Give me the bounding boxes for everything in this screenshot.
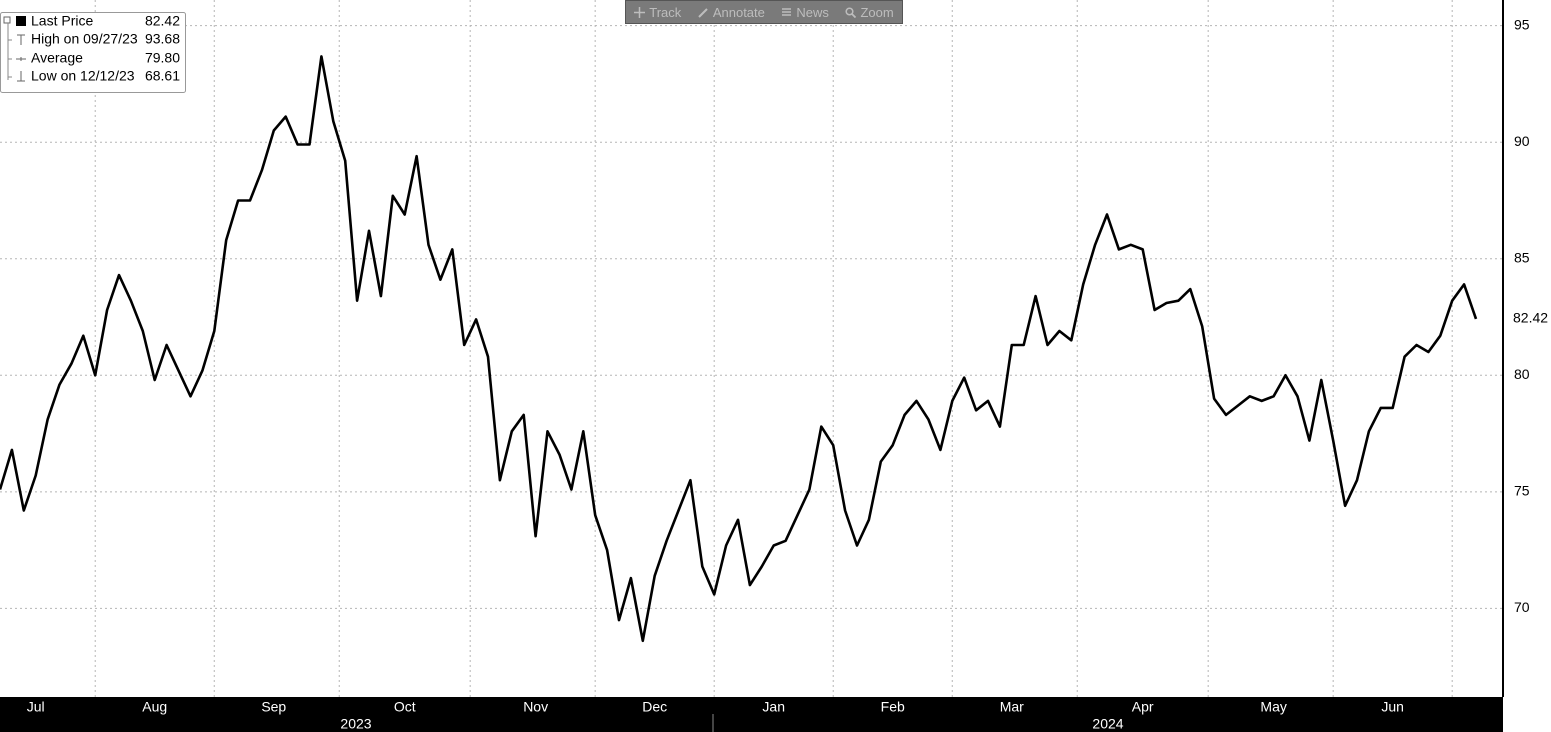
y-tick-label: 85: [1514, 249, 1530, 265]
x-axis-band: [0, 697, 1503, 732]
x-tick-label: Aug: [142, 699, 167, 715]
x-tick-label: Sep: [261, 699, 286, 715]
year-label: 2023: [340, 716, 371, 732]
average-icon: [16, 57, 26, 61]
legend-label: Last Price: [31, 13, 93, 29]
toolbar-icon: [782, 7, 792, 16]
legend-stat-label: Low on 12/12/23: [31, 68, 135, 84]
toolbar-label: Annotate: [712, 4, 765, 20]
legend-stat-label: Average: [31, 50, 83, 66]
legend-stat-label: High on 09/27/23: [31, 31, 138, 47]
year-label: 2024: [1092, 716, 1123, 732]
x-tick-label: May: [1260, 699, 1286, 715]
x-tick-label: Dec: [642, 699, 667, 715]
x-tick-label: Feb: [881, 699, 905, 715]
toolbar-label: Track: [649, 4, 682, 20]
toolbar-icon: [698, 7, 708, 18]
axes: 70 75 80 85 90 95 Jul Aug Sep Oct Nov Dec Jan Feb Mar A…: [27, 16, 1548, 731]
y-tick-label: 70: [1514, 599, 1530, 615]
legend-box: [0, 12, 186, 93]
legend-value: 82.42: [145, 13, 180, 29]
toolbar-button[interactable]: Annotate: [698, 5, 765, 20]
legend-toggle: [3, 16, 11, 24]
low-icon: [17, 71, 25, 82]
x-tick-label: Jan: [762, 699, 785, 715]
x-tick-label: Jul: [27, 699, 45, 715]
y-tick-label: 95: [1514, 16, 1530, 32]
x-tick-label: Apr: [1132, 699, 1154, 715]
toolbar-icon: [845, 6, 857, 18]
toolbar-label: News: [796, 4, 829, 20]
x-tick-label: Mar: [1000, 699, 1024, 715]
grid: [0, 0, 1503, 697]
legend-tree: [7, 23, 12, 80]
toolbar-button[interactable]: News: [781, 5, 829, 20]
legend-stat-value: 93.68: [145, 31, 180, 47]
x-tick-label: Nov: [523, 699, 548, 715]
legend: Last Price 82.42 High on 09/27/23 93.68 Av…: [0, 12, 186, 93]
toolbar-button[interactable]: Track: [634, 5, 681, 20]
toolbar-button[interactable]: Zoom: [845, 4, 894, 20]
toolbar: Track Annotate News Zoom: [625, 0, 903, 24]
x-tick-label: Oct: [394, 699, 416, 715]
last-price-tag: 82.42: [1513, 310, 1548, 326]
x-tick-label: Jun: [1381, 699, 1404, 715]
high-icon: [17, 34, 25, 45]
legend-stat-value: 68.61: [145, 68, 180, 84]
plot: [0, 55, 1478, 643]
y-tick-label: 90: [1514, 133, 1530, 149]
y-tick-label: 80: [1514, 366, 1530, 382]
price-line: [0, 55, 1478, 643]
legend-stat-value: 79.80: [145, 50, 180, 66]
toolbar-label: Zoom: [860, 4, 894, 20]
toolbar-icon: [634, 6, 646, 18]
y-tick-label: 75: [1514, 483, 1530, 499]
legend-swatch: [16, 16, 26, 26]
